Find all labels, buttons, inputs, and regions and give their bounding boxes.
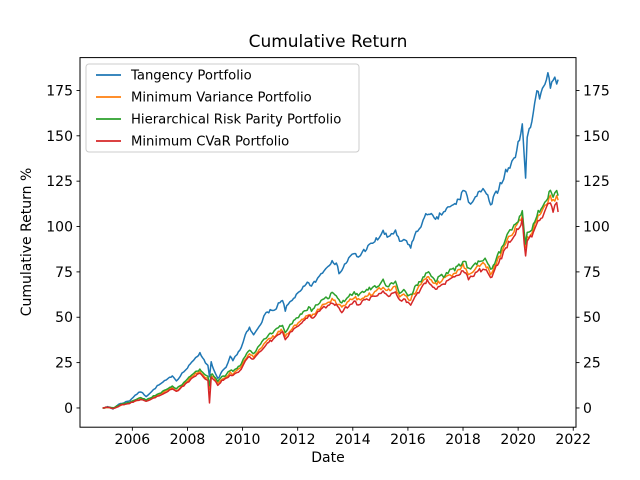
y-tick-label-left: 150 xyxy=(46,129,73,145)
y-tick-label-right: 75 xyxy=(583,265,601,281)
x-tick-label: 2018 xyxy=(445,432,481,448)
legend-label: Hierarchical Risk Parity Portfolio xyxy=(131,113,341,128)
y-axis-label: Cumulative Return % xyxy=(19,168,35,317)
legend: Tangency Portfolio Minimum Variance Port… xyxy=(85,63,360,153)
y-tick-label-right: 125 xyxy=(583,174,610,190)
y-tick-label-right: 0 xyxy=(583,401,592,417)
y-tick-label-left: 100 xyxy=(46,220,73,236)
y-tick-label-right: 150 xyxy=(583,129,610,145)
legend-entry: Minimum Variance Portfolio xyxy=(96,91,312,106)
x-tick-label: 2008 xyxy=(170,432,206,448)
y-tick-label-right: 175 xyxy=(583,83,610,99)
data-series-lines xyxy=(102,71,559,410)
legend-label: Tangency Portfolio xyxy=(130,69,252,84)
legend-entry: Tangency Portfolio xyxy=(96,69,252,84)
y-tick-label-left: 75 xyxy=(55,265,73,281)
x-tick-label: 2016 xyxy=(390,432,426,448)
legend-box xyxy=(85,63,360,153)
y-tick-label-right: 100 xyxy=(583,220,610,236)
legend-label: Minimum Variance Portfolio xyxy=(131,91,312,106)
chart-title: Cumulative Return xyxy=(249,32,408,52)
x-tick-label: 2010 xyxy=(225,432,261,448)
legend-label: Minimum CVaR Portfolio xyxy=(131,135,289,150)
series-line-1 xyxy=(102,194,559,410)
y-tick-label-left: 0 xyxy=(64,401,73,417)
x-tick-label: 2006 xyxy=(115,432,151,448)
legend-entry: Hierarchical Risk Parity Portfolio xyxy=(96,113,341,128)
series-line-3 xyxy=(102,201,559,410)
x-axis-label: Date xyxy=(311,450,344,466)
legend-entry: Minimum CVaR Portfolio xyxy=(96,135,289,150)
series-line-0 xyxy=(102,71,559,410)
y-tick-label-left: 50 xyxy=(55,310,73,326)
x-tick-label: 2020 xyxy=(500,432,536,448)
y-tick-label-right: 50 xyxy=(583,310,601,326)
axis-ticks: 2006 2008 2010 2012 2014 2016 2018 2020 2022 0 0 25… xyxy=(46,83,609,448)
series-line-2 xyxy=(102,189,559,409)
y-tick-label-left: 25 xyxy=(55,356,73,372)
y-tick-label-left: 125 xyxy=(46,174,73,190)
x-tick-label: 2014 xyxy=(335,432,371,448)
axes-spines xyxy=(79,57,577,428)
x-tick-label: 2012 xyxy=(280,432,316,448)
y-tick-label-right: 25 xyxy=(583,356,601,372)
y-tick-label-left: 175 xyxy=(46,83,73,99)
x-tick-label: 2022 xyxy=(555,432,591,448)
